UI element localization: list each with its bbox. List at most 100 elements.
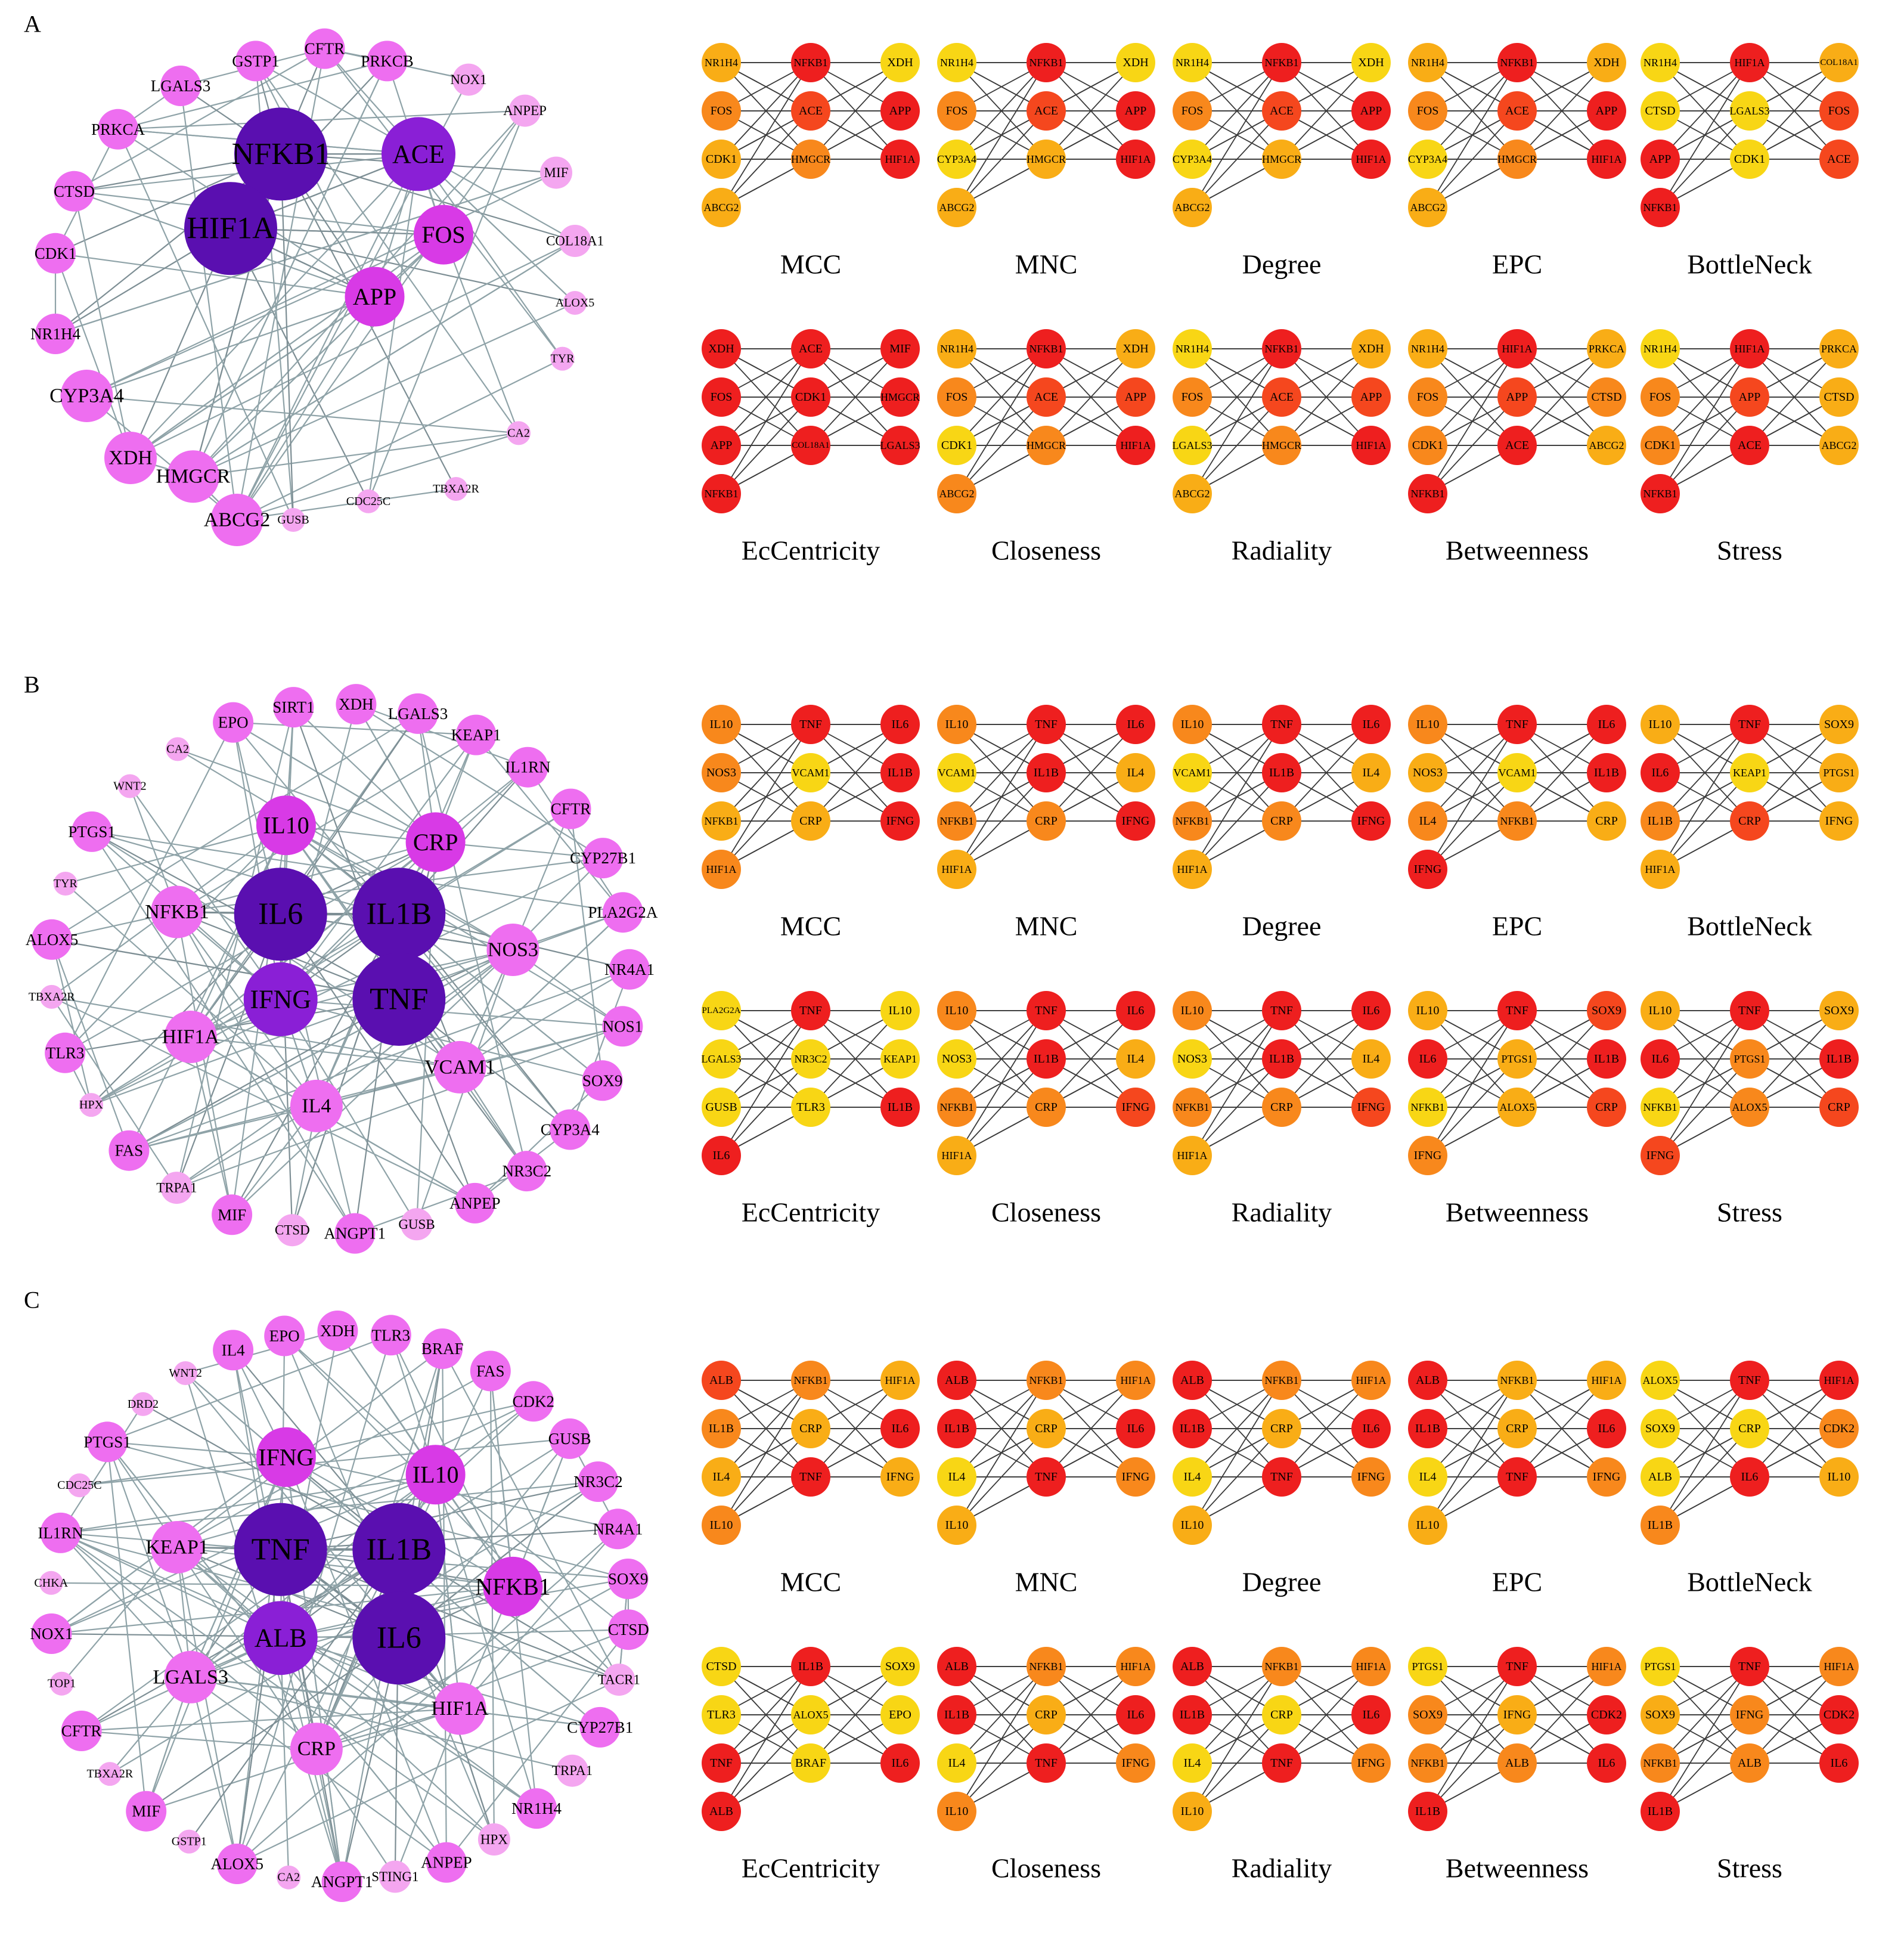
network-node-alb: ALB — [243, 1601, 318, 1675]
module-node-label: COL18A1 — [792, 441, 829, 450]
module-node-tnf: TNF — [1027, 991, 1066, 1030]
module-node-circle — [702, 377, 741, 417]
module-node-cdk1: CDK1 — [1641, 426, 1680, 465]
network-edge — [442, 1348, 620, 1680]
network-edge — [64, 722, 234, 1054]
module-node-il10: IL10 — [1408, 1506, 1447, 1545]
module-node-label: IL4 — [1127, 1052, 1145, 1065]
module-node-circle — [1819, 705, 1859, 744]
module-node-label: IL10 — [1181, 1004, 1204, 1017]
network-node-circle — [352, 1591, 446, 1685]
network-edge — [176, 1547, 495, 1840]
module-node-tnf: TNF — [1262, 991, 1301, 1030]
network-node-label: GSTP1 — [172, 1835, 207, 1848]
module-node-il4: IL4 — [937, 1743, 976, 1783]
network-node-mif: MIF — [212, 1194, 253, 1235]
module-node-circle — [1641, 1039, 1680, 1079]
network-node-label: IL6 — [377, 1621, 421, 1655]
network-node-il4: IL4 — [290, 1079, 343, 1132]
network-node-circle — [164, 1650, 217, 1703]
module-node-circle — [1173, 377, 1212, 417]
network-node-label: HMGCR — [156, 466, 231, 488]
module-node-label: ALOX5 — [793, 1709, 829, 1721]
module-title: MNC — [1015, 911, 1078, 941]
module-node-label: TLR3 — [796, 1101, 825, 1114]
module-node-label: TNF — [1738, 718, 1761, 731]
module-node-hmgcr: HMGCR — [1262, 140, 1301, 179]
module-title: MNC — [1015, 249, 1078, 280]
module-edges — [1427, 1010, 1607, 1156]
module-node-crp: CRP — [1730, 1409, 1769, 1448]
module-node-tlr3: TLR3 — [702, 1695, 741, 1734]
network-node-circle — [452, 63, 485, 96]
network-node-circle — [414, 205, 473, 265]
module-node-il10: IL10 — [1408, 705, 1447, 744]
module-node-label: CYP3A4 — [1408, 153, 1447, 165]
module-node-label: TNF — [1506, 718, 1528, 731]
module-node-circle — [1027, 1409, 1066, 1448]
module-node-abcg2: ABCG2 — [1587, 426, 1626, 465]
module-node-label: TNF — [799, 718, 822, 731]
module-epc: ALB IL1B IL4 IL10 NFKB1 CRP TNF HIF1A IL6 IFNG EPC — [1408, 1361, 1626, 1597]
module-eccentricity: XDH FOS APP NFKB1 ACE CDK1 COL18A1 MIF HMGCR LGAL… — [702, 329, 920, 566]
module-node-circle — [1173, 850, 1212, 889]
network-node-label: NR1H4 — [30, 325, 81, 343]
module-node-label: NFKB1 — [1175, 815, 1209, 827]
module-stress: IL10 IL6 NFKB1 IFNG TNF PTGS1 ALOX5 SOX9 IL1B CRP… — [1641, 991, 1859, 1228]
module-node-circle — [1730, 1409, 1769, 1448]
network-node-label: ANPEP — [449, 1194, 501, 1212]
network-node-label: XDH — [339, 695, 374, 713]
network-node-label: ABCG2 — [204, 509, 270, 531]
module-node-circle — [1641, 850, 1680, 889]
module-node-label: ACE — [1505, 439, 1529, 452]
network-node-circle — [45, 1032, 86, 1073]
module-node-sox9: SOX9 — [1408, 1695, 1447, 1734]
module-node-il6: IL6 — [702, 1136, 741, 1175]
module-node-nr1h4: NR1H4 — [1408, 329, 1447, 368]
network-node-circle — [264, 1315, 305, 1356]
module-node-label: SOX9 — [885, 1660, 915, 1673]
network-node-circle — [177, 1829, 201, 1854]
module-node-label: PTGS1 — [1734, 1053, 1765, 1065]
module-node-cyp3a4: CYP3A4 — [1173, 140, 1212, 179]
network-node-label: TBXA2R — [29, 990, 75, 1003]
module-node-label: IL6 — [1652, 1052, 1669, 1065]
network-node-fos: FOS — [414, 205, 473, 265]
module-node-ifng: IFNG — [1351, 1743, 1391, 1783]
network-edge — [130, 240, 575, 459]
module-node-circle — [702, 1792, 741, 1831]
module-node-xdh: XDH — [1351, 329, 1391, 368]
module-node-abcg2: ABCG2 — [1408, 188, 1447, 227]
module-node-label: IL6 — [1741, 1470, 1759, 1483]
network-edge — [354, 1170, 528, 1234]
network-node-label: CFTR — [61, 1722, 102, 1740]
module-node-label: IL10 — [1649, 718, 1672, 731]
module-betweenness: NR1H4 FOS CDK1 NFKB1 HIF1A APP ACE PRKCA CTSD ABC… — [1408, 329, 1626, 566]
network-node-prkca: PRKCA — [91, 109, 145, 150]
module-node-label: IL6 — [892, 718, 909, 731]
module-node-circle — [937, 43, 976, 82]
network-node-tacr1: TACR1 — [598, 1664, 640, 1696]
module-node-label: TNF — [710, 1757, 733, 1770]
network-edge — [280, 998, 603, 1082]
network-node-circle — [602, 1006, 643, 1047]
module-node-label: ACE — [1827, 153, 1851, 166]
module-node-nfkb1: NFKB1 — [1641, 474, 1680, 513]
module-node-circle — [1173, 1743, 1212, 1783]
network-node-circle — [550, 346, 575, 371]
module-node-label: CRP — [1035, 1708, 1058, 1721]
module-node-circle — [702, 1743, 741, 1783]
module-node-circle — [1497, 1361, 1537, 1400]
module-node-il6: IL6 — [1116, 1409, 1155, 1448]
module-degree: ALB IL1B IL4 IL10 NFKB1 CRP TNF HIF1A IL6 IFNG Deg… — [1173, 1361, 1391, 1597]
module-node-label: VCAM1 — [792, 767, 829, 779]
module-node-circle — [937, 1088, 976, 1127]
module-node-circle — [1173, 91, 1212, 131]
module-node-circle — [1351, 426, 1391, 465]
module-node-label: IL1B — [1648, 814, 1673, 828]
module-node-circle — [1730, 426, 1769, 465]
module-node-nr1h4: NR1H4 — [1408, 43, 1447, 82]
module-node-tnf: TNF — [791, 1457, 830, 1497]
module-node-label: ALOX5 — [1500, 1101, 1535, 1113]
